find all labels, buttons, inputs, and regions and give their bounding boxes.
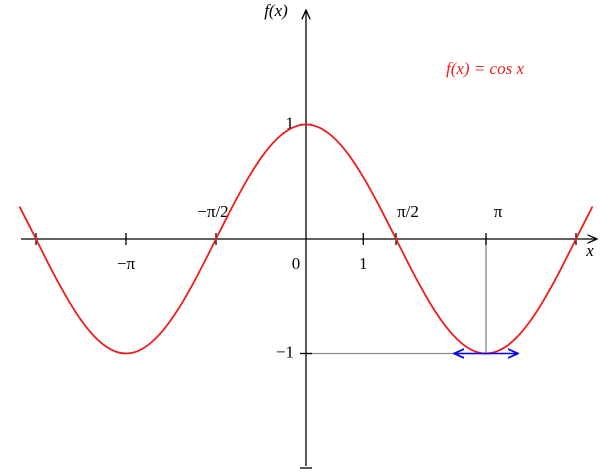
x-tick-label: π/2 (397, 202, 419, 221)
y-tick-label: 1 (286, 113, 295, 132)
y-tick-label: −1 (276, 342, 294, 361)
x-tick-label: 1 (359, 254, 368, 273)
x-tick-label: −π (117, 254, 136, 273)
y-axis-label: f(x) (264, 1, 288, 20)
guides (306, 239, 487, 355)
x-tick-label: −π/2 (197, 202, 228, 221)
x-tick-label: 0 (292, 254, 301, 273)
x-tick-label: π (494, 202, 503, 221)
annotation: f(x) = cos x (446, 59, 524, 78)
x-axis-label: x (585, 241, 594, 260)
